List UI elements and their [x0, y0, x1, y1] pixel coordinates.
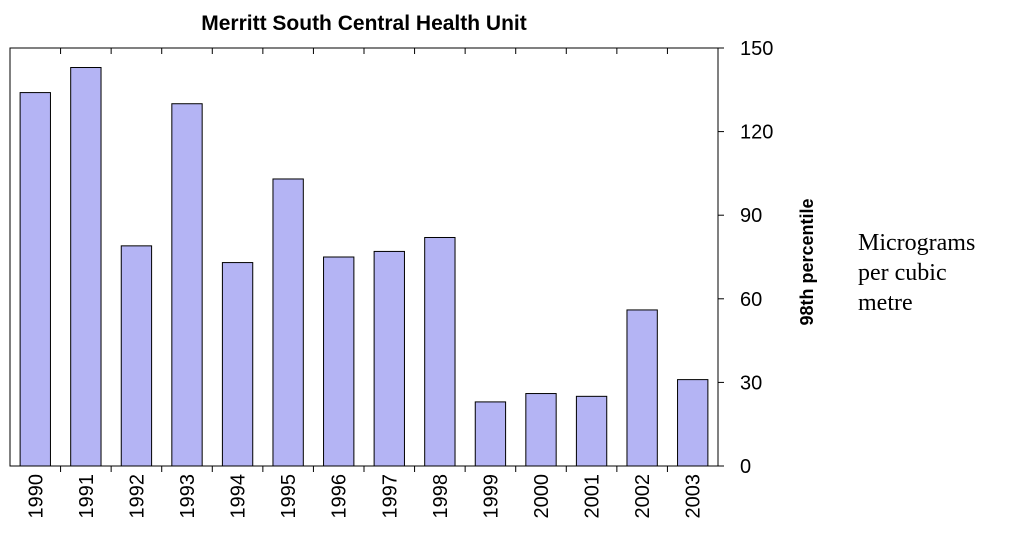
- annotation-line: per cubic: [858, 260, 947, 286]
- bar: [677, 379, 709, 467]
- y-tick-label: 30: [740, 372, 762, 394]
- x-tick-label: 1991: [76, 474, 98, 519]
- annotation: Micrograms per cubic metre: [858, 230, 975, 316]
- x-tick-label: 2000: [531, 474, 553, 519]
- y-tick-label: 60: [740, 289, 762, 311]
- x-tick-label: 1998: [430, 474, 452, 519]
- x-tick-label: 1996: [329, 474, 351, 519]
- x-tick-label: 2001: [582, 474, 604, 519]
- y-tick-label: 0: [740, 456, 751, 478]
- x-tick-label: 1993: [177, 474, 199, 519]
- x-tick-label: 1997: [379, 474, 401, 519]
- bar: [525, 393, 557, 467]
- chart-title: Merritt South Central Health Unit: [201, 12, 527, 35]
- x-tick-label: 1994: [228, 474, 250, 519]
- x-tick-label: 1990: [25, 474, 47, 519]
- x-tick-label: 1999: [480, 474, 502, 519]
- bar: [474, 401, 507, 467]
- y-tick-label: 150: [740, 38, 773, 60]
- bar: [70, 67, 102, 467]
- bar: [424, 236, 456, 467]
- y-tick-label: 90: [740, 205, 762, 227]
- bar: [120, 245, 153, 467]
- annotation-line: metre: [858, 290, 913, 316]
- plot-frame: [9, 47, 719, 467]
- bar: [272, 178, 304, 467]
- bar: [221, 262, 254, 467]
- bar: [626, 309, 658, 467]
- x-tick-label: 1995: [278, 474, 300, 519]
- x-tick-label: 2003: [683, 474, 705, 519]
- y-tick-label: 120: [740, 122, 773, 144]
- annotation-line: Micrograms: [858, 230, 975, 256]
- bar: [575, 395, 608, 467]
- x-tick-label: 1992: [126, 474, 148, 519]
- bar: [323, 256, 355, 467]
- bar: [373, 250, 405, 467]
- bar: [171, 103, 203, 467]
- bar: [19, 92, 51, 467]
- y-axis-label: 98th percentile: [797, 198, 817, 325]
- x-tick-label: 2002: [632, 474, 654, 519]
